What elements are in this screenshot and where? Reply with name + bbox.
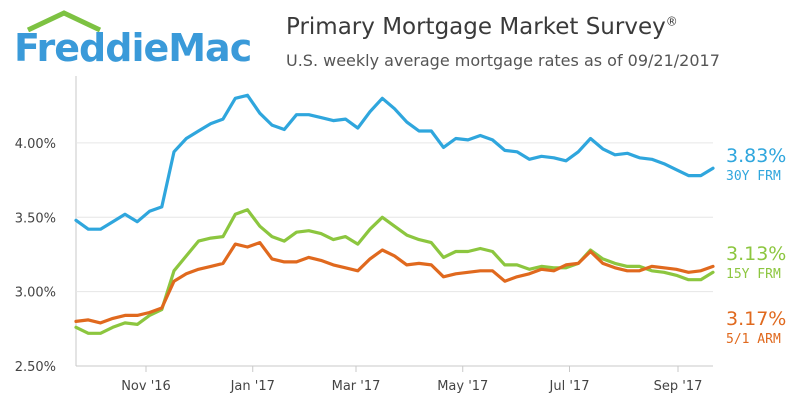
x-tick-label: Sep '17 [654, 379, 703, 394]
y-tick-label: 3.00% [15, 286, 56, 301]
x-tick-label: May '17 [437, 379, 488, 394]
end-value-5-1-arm: 3.17% [726, 308, 787, 330]
end-name-5-1-arm: 5/1 ARM [726, 332, 781, 347]
x-tick-label: Nov '16 [121, 379, 171, 394]
house-roof-icon [26, 10, 102, 32]
plot-area [76, 76, 713, 366]
end-value-15y-frm: 3.13% [726, 243, 787, 265]
freddie-mac-logo: FreddieMac [14, 10, 264, 70]
y-tick-label: 4.00% [15, 137, 56, 152]
series-line-15y-frm [74, 208, 715, 335]
x-tick-label: Jul '17 [549, 379, 590, 394]
end-name-30y-frm: 30Y FRM [726, 169, 781, 184]
x-tick-label: Jan '17 [230, 379, 275, 394]
end-name-15y-frm: 15Y FRM [726, 267, 781, 282]
brand-wordmark: FreddieMac [14, 26, 252, 70]
series-line-5-1-arm [74, 241, 715, 325]
y-tick-label: 3.50% [15, 211, 56, 226]
series-line-30y-frm [74, 93, 715, 231]
chart-subtitle: U.S. weekly average mortgage rates as of… [286, 51, 720, 70]
y-tick-label: 2.50% [15, 360, 56, 375]
x-tick-label: Mar '17 [332, 379, 381, 394]
chart-title: Primary Mortgage Market Survey® [286, 14, 678, 40]
chart-title-text: Primary Mortgage Market Survey [286, 14, 666, 40]
registered-mark: ® [665, 14, 678, 29]
end-value-30y-frm: 3.83% [726, 145, 787, 167]
